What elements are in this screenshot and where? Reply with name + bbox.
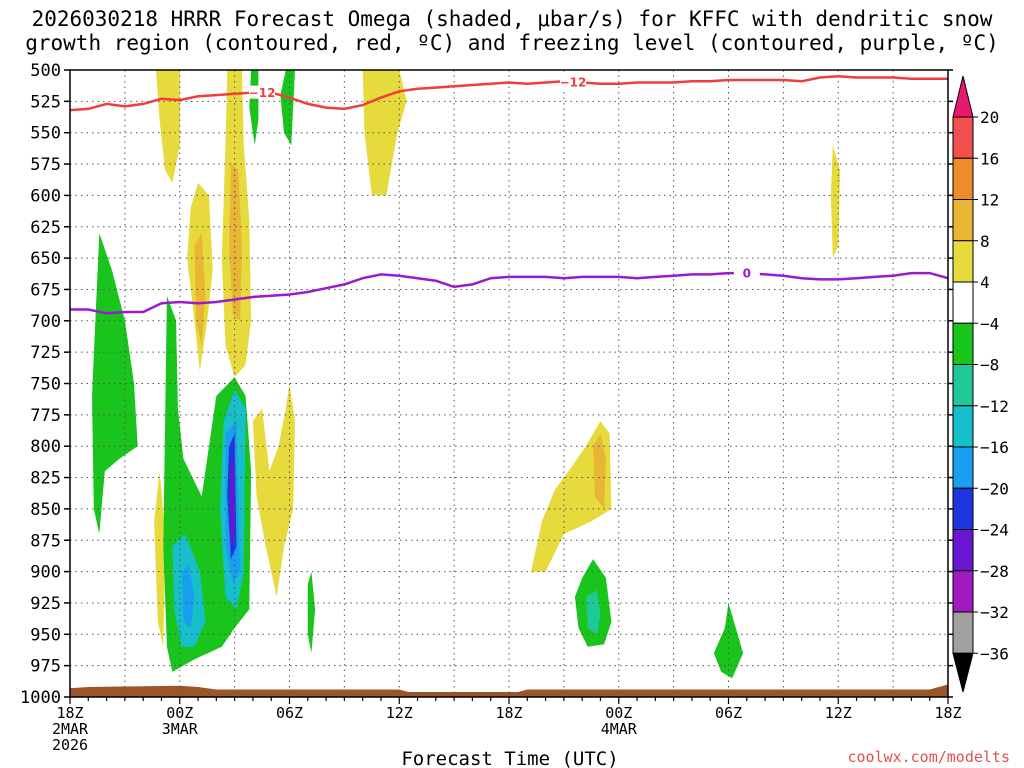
chart-title-line2: growth region (contoured, red, ºC) and f… [25,31,999,55]
colorbar-label-12: −32 [980,603,1009,622]
chart-title-line1: 2026030218 HRRR Forecast Omega (shaded, … [32,7,993,31]
colorbar-segment-4 [952,281,974,324]
contour-label-dendritic-minus12-1: −12 [560,75,587,89]
colorbar-label-9: −20 [980,479,1009,498]
contour-label-bg-1 [560,74,587,88]
ytick-label-975: 975 [30,657,61,677]
grid [70,69,948,698]
colorbar-label-6: −8 [980,356,999,375]
colorbar-segment-5 [952,322,974,365]
colorbar-segment-7 [952,405,974,448]
xtick-label-42-0: 12Z [825,704,852,722]
shade-yellow-low-a [154,471,166,647]
ytick-label-875: 875 [30,531,61,551]
contour-label-freezing-level-0-2: 0 [743,267,751,281]
colorbar-segment-1 [952,157,974,200]
ytick-label-675: 675 [30,280,61,300]
colorbar-label-2: 12 [980,191,999,210]
ytick-label-525: 525 [30,92,61,112]
colorbar-bottom-arrow [952,652,974,693]
colorbar-label-8: −16 [980,438,1009,457]
ytick-label-750: 750 [30,375,61,395]
ytick-label-925: 925 [30,594,61,614]
colorbar-segment-2 [952,199,974,242]
shade-yellow-upper-a [156,70,180,183]
colorbar-label-7: −12 [980,397,1009,416]
x-axis-label: Forecast Time (UTC) [401,748,618,768]
colorbar-label-3: 8 [980,232,990,251]
ytick-label-650: 650 [30,249,61,269]
contour-dendritic-minus12 [70,75,948,112]
xtick-label-48-0: 18Z [934,704,961,722]
colorbar-segment-9 [952,487,974,530]
ytick-label-700: 700 [30,312,61,332]
shade-orange-column-2 [229,164,242,321]
xtick-label-18-0: 12Z [386,704,413,722]
ytick-label-775: 775 [30,406,61,426]
colorbar-label-5: −4 [980,314,999,333]
contour-label-bg-2 [733,266,760,280]
colorbar-segment-6 [952,364,974,407]
ytick-label-575: 575 [30,155,61,175]
colorbar-segment-12 [952,611,974,654]
xtick-label-12-0: 06Z [276,704,303,722]
colorbar-label-10: −24 [980,521,1009,540]
ytick-label-900: 900 [30,563,61,583]
shade-yellow-low-b [252,383,295,597]
shade-green-upper-a [249,70,259,146]
shade-orange-column-1 [194,233,206,346]
ytick-label-600: 600 [30,186,61,206]
shade-cyan-low-d [585,590,601,635]
xtick-label-6-0: 00Z [166,704,193,722]
colorbar-segment-11 [952,570,974,613]
colorbar-segment-3 [952,240,974,283]
ytick-label-825: 825 [30,469,61,489]
colorbar-segment-0 [952,116,974,159]
ytick-label-950: 950 [30,625,61,645]
colorbar-label-1: 16 [980,149,999,168]
credit-text: coolwx.com/modelts [847,748,1010,766]
shade-green-small-b [307,571,316,654]
xtick-label-24-0: 18Z [495,704,522,722]
colorbar: 20 16 12 8 4 −4 −8 −12 −16 −20 −24 −28 −32 −36 [952,75,1009,693]
colorbar-label-4: 4 [980,273,990,292]
xtick-label-6-1: 3MAR [162,720,199,738]
contours: −12 −12 0 [70,74,948,315]
shade-green-upper-b [280,70,295,146]
contour-label-bg-0 [249,85,276,99]
xtick-label-30-0: 00Z [605,704,632,722]
shade-green-low-e [713,602,744,679]
ytick-label-1000: 1000 [20,688,61,708]
y-axis-ticks: 500 525 550 575 600 625 650 675 700 725 750 775 800 8… [20,61,953,708]
ytick-label-625: 625 [30,218,61,238]
contour-freezing-level-0 [70,271,948,315]
ytick-label-550: 550 [30,124,61,144]
omega-shading [70,70,948,697]
contour-label-dendritic-minus12-0: −12 [249,86,276,100]
colorbar-segment-10 [952,529,974,572]
xtick-label-0-0: 18Z [56,704,83,722]
xtick-label-0-1: 2MAR [52,720,89,738]
xtick-label-36-0: 06Z [715,704,742,722]
xtick-label-30-1: 4MAR [601,720,638,738]
colorbar-label-11: −28 [980,562,1009,581]
shade-purple-column-b [230,458,235,547]
shade-ground [70,684,948,697]
colorbar-top-arrow [952,75,974,118]
ytick-label-725: 725 [30,343,61,363]
shade-orange-low-c [593,433,606,509]
colorbar-segment-8 [952,446,974,489]
colorbar-label-13: −36 [980,644,1009,663]
xtick-label-0-2: 2026 [52,736,88,754]
ytick-label-800: 800 [30,437,61,457]
shade-yellow-low-c [531,421,612,572]
shade-blue-low-a [181,565,195,628]
ytick-label-850: 850 [30,500,61,520]
colorbar-label-0: 20 [980,108,999,127]
ytick-label-500: 500 [30,61,61,81]
